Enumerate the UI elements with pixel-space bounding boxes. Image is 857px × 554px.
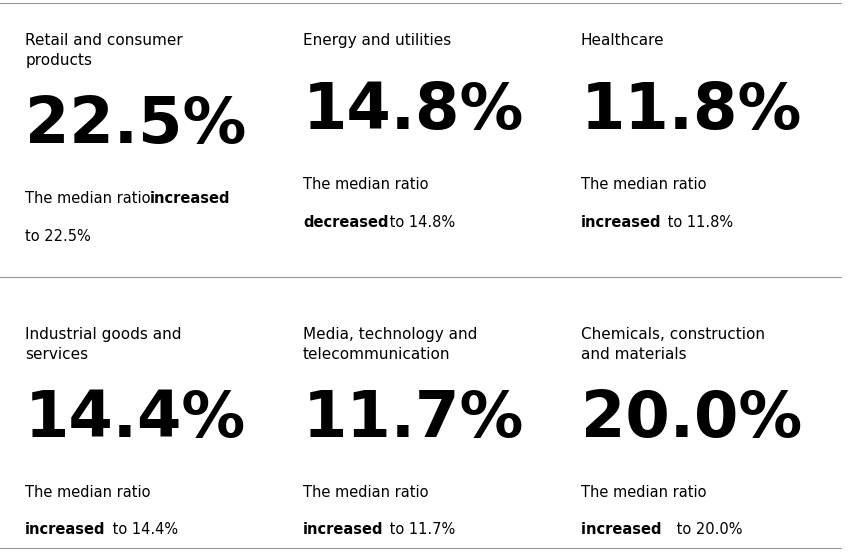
Text: The median ratio: The median ratio <box>581 177 706 192</box>
Text: to 22.5%: to 22.5% <box>25 229 91 244</box>
Text: Retail and consumer
products: Retail and consumer products <box>25 33 183 68</box>
Text: Healthcare: Healthcare <box>581 33 664 48</box>
Text: increased: increased <box>150 191 231 206</box>
Text: Industrial goods and
services: Industrial goods and services <box>25 327 182 362</box>
Text: The median ratio: The median ratio <box>25 485 151 500</box>
Text: to 11.7%: to 11.7% <box>386 522 456 537</box>
Text: 11.7%: 11.7% <box>303 388 524 450</box>
Text: Energy and utilities: Energy and utilities <box>303 33 451 48</box>
Text: increased: increased <box>25 522 105 537</box>
Text: 14.4%: 14.4% <box>25 388 247 450</box>
Text: 20.0%: 20.0% <box>581 388 802 450</box>
Text: Media, technology and
telecommunication: Media, technology and telecommunication <box>303 327 477 362</box>
Text: increased: increased <box>303 522 383 537</box>
Text: The median ratio: The median ratio <box>303 177 428 192</box>
Text: Chemicals, construction
and materials: Chemicals, construction and materials <box>581 327 764 362</box>
Text: to 14.8%: to 14.8% <box>386 215 456 230</box>
Text: increased: increased <box>581 522 666 537</box>
Text: 14.8%: 14.8% <box>303 80 524 142</box>
Text: The median ratio: The median ratio <box>303 485 428 500</box>
Text: 22.5%: 22.5% <box>25 94 247 156</box>
Text: The median ratio: The median ratio <box>581 485 706 500</box>
Text: to 20.0%: to 20.0% <box>672 522 742 537</box>
Text: increased: increased <box>581 215 661 230</box>
Text: to 14.4%: to 14.4% <box>108 522 178 537</box>
Text: 11.8%: 11.8% <box>581 80 802 142</box>
Text: to 11.8%: to 11.8% <box>663 215 734 230</box>
Text: decreased: decreased <box>303 215 388 230</box>
Text: The median ratio: The median ratio <box>25 191 155 206</box>
